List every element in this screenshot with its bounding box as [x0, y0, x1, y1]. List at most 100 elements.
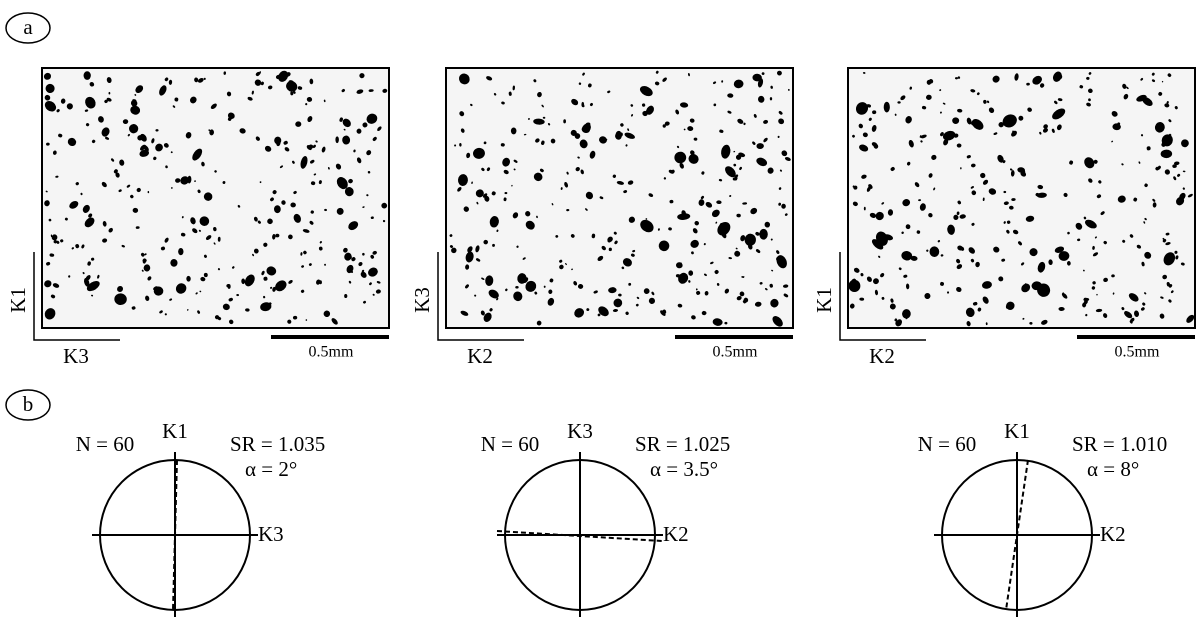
particle — [998, 122, 1004, 128]
sample-count: N = 60 — [918, 432, 977, 456]
particle — [126, 184, 131, 188]
axis-indicator — [33, 252, 120, 341]
particle — [483, 312, 492, 323]
orientation-angle: α = 3.5° — [650, 457, 718, 481]
particle — [683, 128, 686, 131]
particle — [956, 286, 962, 293]
particle — [86, 280, 100, 292]
particle — [754, 301, 762, 307]
particle — [197, 310, 201, 314]
particle — [1043, 124, 1048, 129]
orientation-angle: α = 8° — [1087, 457, 1139, 481]
particle — [336, 207, 344, 215]
particle — [778, 202, 782, 206]
particle — [635, 303, 639, 307]
particle — [693, 137, 698, 141]
particle — [451, 247, 457, 254]
particle — [85, 96, 96, 109]
particle — [501, 101, 505, 105]
particle — [95, 284, 99, 287]
particle — [164, 313, 167, 316]
particle — [630, 104, 634, 107]
particle — [82, 271, 85, 275]
particle — [607, 238, 612, 243]
particle — [1162, 274, 1168, 280]
particle — [1025, 215, 1035, 222]
particle — [589, 102, 593, 107]
particle — [134, 93, 137, 96]
particle — [44, 200, 50, 207]
particle — [279, 165, 284, 169]
particle — [1042, 128, 1048, 133]
particle — [1066, 261, 1071, 266]
particle — [735, 247, 738, 250]
particle — [481, 277, 485, 280]
particle — [480, 310, 485, 316]
particle — [1111, 110, 1118, 117]
particle — [288, 234, 293, 240]
particle — [190, 96, 197, 104]
particle — [255, 136, 260, 141]
particle — [372, 293, 375, 296]
particle — [493, 92, 497, 96]
particle — [143, 145, 149, 152]
particle — [263, 276, 268, 281]
particle — [153, 156, 157, 161]
particle — [677, 213, 691, 220]
particle — [1003, 190, 1007, 194]
particle — [1173, 176, 1177, 181]
particle — [1012, 229, 1019, 235]
particle — [781, 150, 788, 157]
particle — [880, 272, 885, 278]
particle — [662, 77, 667, 82]
particle — [165, 165, 168, 169]
particle — [628, 216, 635, 223]
particle — [295, 121, 302, 127]
particle — [776, 250, 780, 254]
particle — [302, 229, 310, 233]
particle — [956, 143, 962, 148]
particle — [275, 233, 280, 238]
particle — [313, 173, 317, 176]
particle — [502, 157, 510, 167]
particle — [628, 282, 632, 286]
particle — [1142, 302, 1146, 306]
particle — [539, 168, 544, 173]
particle — [174, 97, 179, 102]
particle — [753, 113, 757, 118]
particle — [348, 280, 352, 284]
particle — [535, 138, 540, 143]
particle — [983, 99, 987, 104]
particle — [344, 293, 348, 299]
particle — [648, 297, 656, 304]
particle — [1160, 296, 1164, 299]
particle — [759, 281, 763, 285]
particle — [701, 171, 705, 175]
particle — [588, 83, 592, 88]
particle — [1180, 262, 1185, 266]
particle — [348, 178, 353, 184]
particle — [132, 99, 137, 102]
particle — [627, 128, 630, 131]
particle — [113, 169, 118, 174]
particle — [869, 212, 877, 218]
particle — [860, 273, 864, 277]
particle — [1129, 320, 1133, 324]
particle — [144, 253, 147, 256]
particle — [496, 229, 499, 233]
right-axis-label: K3 — [258, 522, 284, 546]
particle — [1021, 262, 1025, 266]
micrograph — [847, 67, 1196, 329]
particle — [44, 94, 51, 101]
particle — [342, 135, 351, 145]
particle — [613, 298, 623, 308]
particle — [348, 221, 359, 231]
particle — [222, 303, 230, 311]
particle — [675, 109, 680, 115]
particle — [755, 231, 760, 236]
particle — [213, 227, 217, 232]
particle — [919, 135, 922, 138]
particle — [863, 206, 866, 211]
particle — [852, 134, 855, 138]
particle — [940, 132, 944, 137]
